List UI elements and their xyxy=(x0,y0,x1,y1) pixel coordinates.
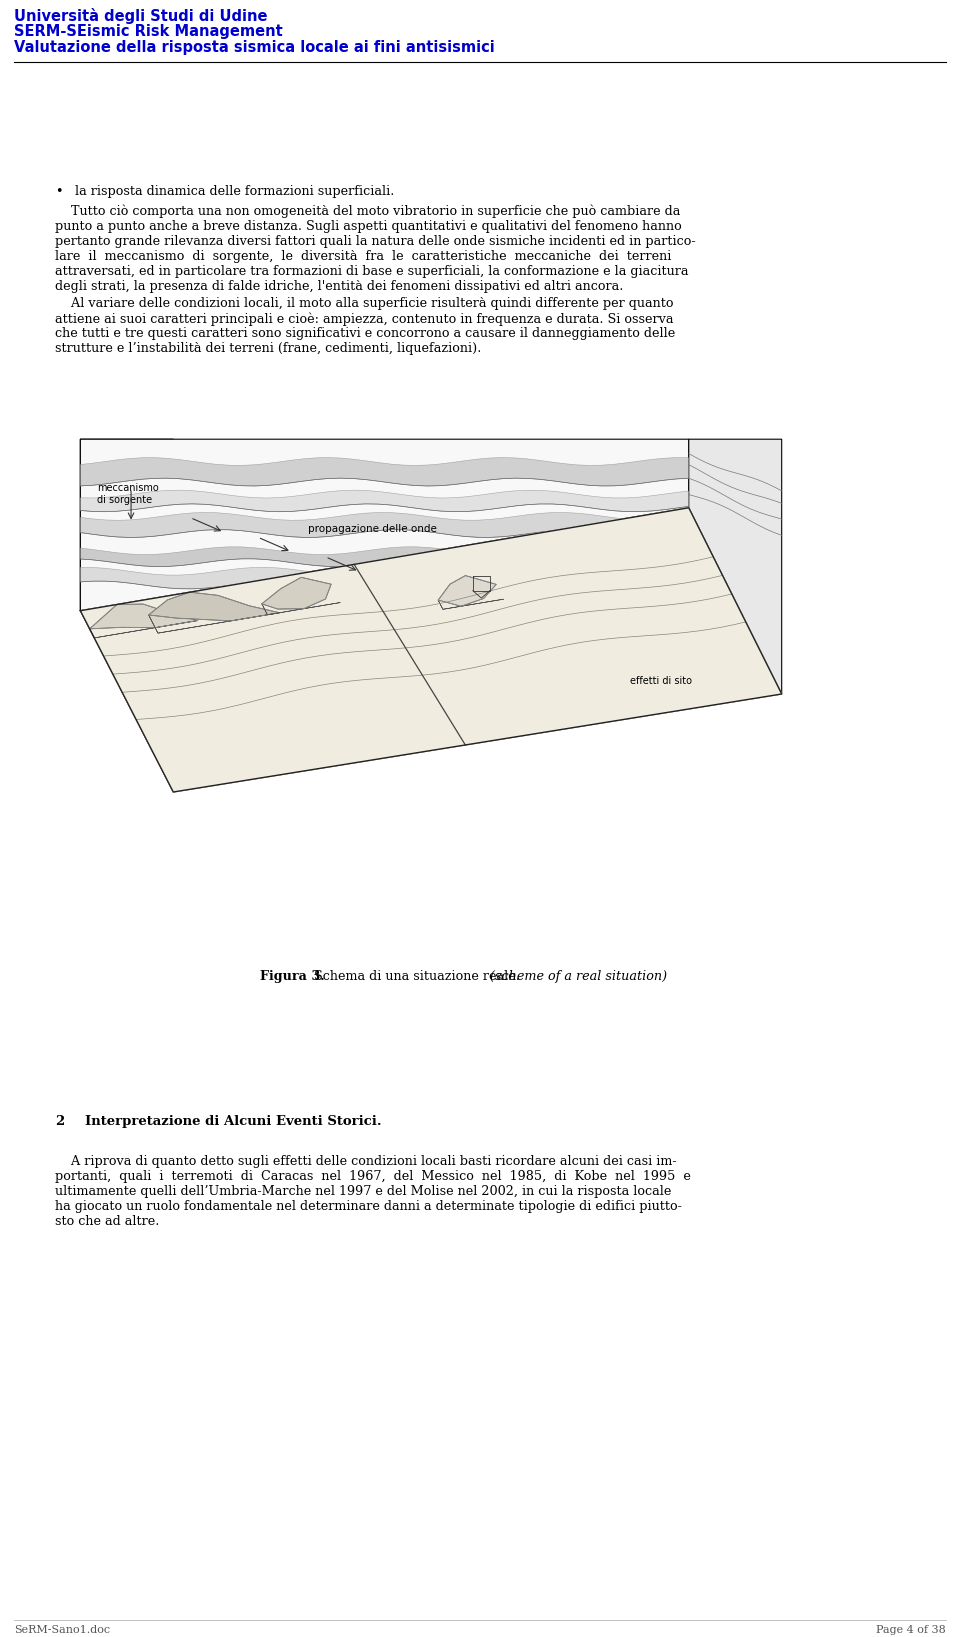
Polygon shape xyxy=(81,507,781,792)
Text: ultimamente quelli dell’Umbria-Marche nel 1997 e del Molise nel 2002, in cui la : ultimamente quelli dell’Umbria-Marche ne… xyxy=(55,1185,671,1198)
Text: Valutazione della risposta sismica locale ai fini antisismici: Valutazione della risposta sismica local… xyxy=(14,39,494,56)
Text: portanti,  quali  i  terremoti  di  Caracas  nel  1967,  del  Messico  nel  1985: portanti, quali i terremoti di Caracas n… xyxy=(55,1170,691,1184)
Polygon shape xyxy=(688,439,781,694)
Text: Interpretazione di Alcuni Eventi Storici.: Interpretazione di Alcuni Eventi Storici… xyxy=(85,1115,382,1128)
Text: meccanismo
di sorgente: meccanismo di sorgente xyxy=(97,483,159,504)
Text: Schema di una situazione reale.: Schema di una situazione reale. xyxy=(310,971,524,982)
Text: effetti di sito: effetti di sito xyxy=(630,676,691,686)
Polygon shape xyxy=(89,604,198,638)
Text: •: • xyxy=(55,185,62,198)
Text: pertanto grande rilevanza diversi fattori quali la natura delle onde sismiche in: pertanto grande rilevanza diversi fattor… xyxy=(55,236,696,247)
Polygon shape xyxy=(81,507,781,792)
Text: attiene ai suoi caratteri principali e cioè: ampiezza, contenuto in frequenza e : attiene ai suoi caratteri principali e c… xyxy=(55,313,674,326)
Text: la risposta dinamica delle formazioni superficiali.: la risposta dinamica delle formazioni su… xyxy=(75,185,395,198)
Polygon shape xyxy=(81,439,688,611)
Text: degli strati, la presenza di falde idriche, l'entità dei fenomeni dissipativi ed: degli strati, la presenza di falde idric… xyxy=(55,280,623,293)
Text: attraversati, ed in particolare tra formazioni di base e superficiali, la confor: attraversati, ed in particolare tra form… xyxy=(55,265,688,278)
Text: SeRM-Sano1.doc: SeRM-Sano1.doc xyxy=(14,1626,110,1635)
Text: sto che ad altre.: sto che ad altre. xyxy=(55,1215,159,1228)
Text: A riprova di quanto detto sugli effetti delle condizioni locali basti ricordare : A riprova di quanto detto sugli effetti … xyxy=(55,1156,677,1169)
Polygon shape xyxy=(149,593,279,634)
Text: SERM-SEismic Risk Management: SERM-SEismic Risk Management xyxy=(14,25,283,39)
Text: lare  il  meccanismo  di  sorgente,  le  diversità  fra  le  caratteristiche  me: lare il meccanismo di sorgente, le diver… xyxy=(55,250,671,264)
Text: Figura 3.: Figura 3. xyxy=(260,971,324,982)
Polygon shape xyxy=(262,578,341,616)
Text: ha giocato un ruolo fondamentale nel determinare danni a determinate tipologie d: ha giocato un ruolo fondamentale nel det… xyxy=(55,1200,682,1213)
Text: punto a punto anche a breve distanza. Sugli aspetti quantitativi e qualitativi d: punto a punto anche a breve distanza. Su… xyxy=(55,219,682,232)
Text: Tutto ciò comporta una non omogeneità del moto vibratorio in superficie che può : Tutto ciò comporta una non omogeneità de… xyxy=(55,205,681,218)
Text: Page 4 of 38: Page 4 of 38 xyxy=(876,1626,946,1635)
Polygon shape xyxy=(81,568,688,589)
Text: strutture e l’instabilità dei terreni (frane, cedimenti, liquefazioni).: strutture e l’instabilità dei terreni (f… xyxy=(55,342,481,355)
Text: propagazione delle onde: propagazione delle onde xyxy=(308,524,438,534)
Text: 2: 2 xyxy=(55,1115,64,1128)
Polygon shape xyxy=(81,439,174,792)
Polygon shape xyxy=(81,458,688,486)
Text: Università degli Studi di Udine: Università degli Studi di Udine xyxy=(14,8,268,25)
Polygon shape xyxy=(438,576,504,609)
Text: Al variare delle condizioni locali, il moto alla superficie risulterà quindi dif: Al variare delle condizioni locali, il m… xyxy=(55,296,674,309)
Polygon shape xyxy=(81,547,688,566)
Polygon shape xyxy=(81,489,688,512)
Text: (scheme of a real situation): (scheme of a real situation) xyxy=(490,971,667,982)
Text: che tutti e tre questi caratteri sono significativi e concorrono a causare il da: che tutti e tre questi caratteri sono si… xyxy=(55,327,675,340)
Polygon shape xyxy=(81,512,688,537)
